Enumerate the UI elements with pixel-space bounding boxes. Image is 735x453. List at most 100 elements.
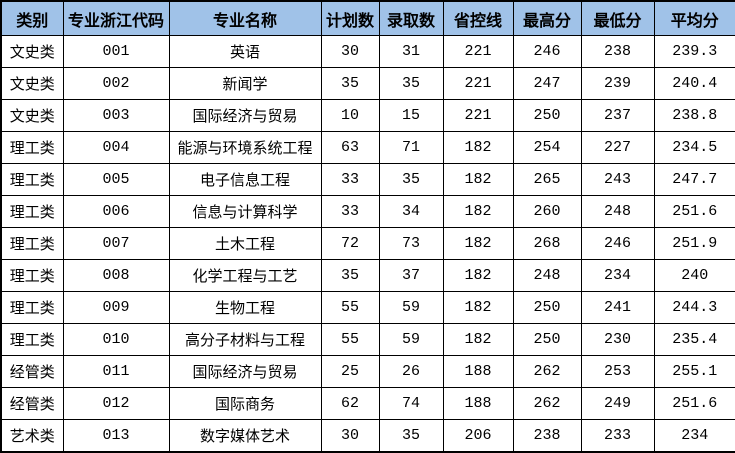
- table-cell: 244.3: [653, 291, 735, 324]
- table-cell: 34: [378, 195, 444, 228]
- table-cell: 241: [580, 291, 655, 324]
- table-cell: 经管类: [0, 387, 64, 420]
- table-cell: 55: [320, 323, 380, 356]
- table-cell: 251.6: [653, 387, 735, 420]
- table-cell: 新闻学: [168, 67, 322, 100]
- table-cell: 234.5: [653, 131, 735, 164]
- table-cell: 59: [378, 323, 444, 356]
- header-cell: 最高分: [512, 0, 582, 36]
- table-cell: 188: [442, 387, 514, 420]
- table-cell: 72: [320, 227, 380, 260]
- table-cell: 经管类: [0, 355, 64, 388]
- table-cell: 248: [580, 195, 655, 228]
- table-cell: 59: [378, 291, 444, 324]
- table-cell: 31: [378, 35, 444, 68]
- table-cell: 182: [442, 195, 514, 228]
- table-cell: 182: [442, 131, 514, 164]
- table-row: 文史类 003 国际经济与贸易 10 15 221 250 237 238.8: [0, 99, 735, 132]
- table-row: 文史类 001 英语 30 31 221 246 238 239.3: [0, 35, 735, 68]
- table-header: 类别 专业浙江代码 专业名称 计划数 录取数 省控线 最高分 最低分 平均分: [0, 0, 735, 36]
- table-cell: 251.6: [653, 195, 735, 228]
- table-cell: 010: [62, 323, 170, 356]
- table-cell: 250: [512, 291, 582, 324]
- table-cell: 国际经济与贸易: [168, 355, 322, 388]
- table-cell: 理工类: [0, 227, 64, 260]
- table-cell: 33: [320, 195, 380, 228]
- table-cell: 247.7: [653, 163, 735, 196]
- header-row: 类别 专业浙江代码 专业名称 计划数 录取数 省控线 最高分 最低分 平均分: [0, 0, 735, 36]
- table-cell: 71: [378, 131, 444, 164]
- header-cell: 录取数: [378, 0, 444, 36]
- table-cell: 生物工程: [168, 291, 322, 324]
- table-row: 理工类 005 电子信息工程 33 35 182 265 243 247.7: [0, 163, 735, 196]
- table-cell: 35: [320, 67, 380, 100]
- header-cell: 平均分: [653, 0, 735, 36]
- table-cell: 251.9: [653, 227, 735, 260]
- table-cell: 235.4: [653, 323, 735, 356]
- table-cell: 35: [320, 259, 380, 292]
- table-cell: 63: [320, 131, 380, 164]
- table-cell: 012: [62, 387, 170, 420]
- table-cell: 249: [580, 387, 655, 420]
- table-cell: 254: [512, 131, 582, 164]
- table-cell: 002: [62, 67, 170, 100]
- table-cell: 37: [378, 259, 444, 292]
- table-cell: 10: [320, 99, 380, 132]
- table-row: 经管类 011 国际经济与贸易 25 26 188 262 253 255.1: [0, 355, 735, 388]
- table-cell: 土木工程: [168, 227, 322, 260]
- header-cell: 省控线: [442, 0, 514, 36]
- table-cell: 238: [512, 419, 582, 453]
- table-cell: 理工类: [0, 131, 64, 164]
- table-cell: 30: [320, 35, 380, 68]
- table-row: 理工类 004 能源与环境系统工程 63 71 182 254 227 234.5: [0, 131, 735, 164]
- table-cell: 55: [320, 291, 380, 324]
- table-cell: 182: [442, 163, 514, 196]
- table-cell: 253: [580, 355, 655, 388]
- table-cell: 26: [378, 355, 444, 388]
- table-cell: 英语: [168, 35, 322, 68]
- table-cell: 248: [512, 259, 582, 292]
- table-cell: 文史类: [0, 35, 64, 68]
- table-cell: 005: [62, 163, 170, 196]
- table-cell: 35: [378, 67, 444, 100]
- table-row: 理工类 009 生物工程 55 59 182 250 241 244.3: [0, 291, 735, 324]
- table-cell: 246: [580, 227, 655, 260]
- table-cell: 高分子材料与工程: [168, 323, 322, 356]
- table-row: 经管类 012 国际商务 62 74 188 262 249 251.6: [0, 387, 735, 420]
- header-cell: 类别: [0, 0, 64, 36]
- header-cell: 计划数: [320, 0, 380, 36]
- table-cell: 能源与环境系统工程: [168, 131, 322, 164]
- table-cell: 006: [62, 195, 170, 228]
- table-cell: 243: [580, 163, 655, 196]
- table-cell: 62: [320, 387, 380, 420]
- table-cell: 262: [512, 355, 582, 388]
- table-cell: 电子信息工程: [168, 163, 322, 196]
- table-cell: 206: [442, 419, 514, 453]
- table-cell: 262: [512, 387, 582, 420]
- table-cell: 007: [62, 227, 170, 260]
- table-cell: 237: [580, 99, 655, 132]
- table-row: 理工类 008 化学工程与工艺 35 37 182 248 234 240: [0, 259, 735, 292]
- table-cell: 182: [442, 259, 514, 292]
- table-cell: 239: [580, 67, 655, 100]
- table-cell: 74: [378, 387, 444, 420]
- table-cell: 250: [512, 99, 582, 132]
- table-body: 文史类 001 英语 30 31 221 246 238 239.3 文史类 002 新闻学 35 35 2…: [0, 35, 735, 453]
- table-cell: 265: [512, 163, 582, 196]
- table-row: 理工类 007 土木工程 72 73 182 268 246 251.9: [0, 227, 735, 260]
- table-cell: 221: [442, 99, 514, 132]
- table-cell: 理工类: [0, 291, 64, 324]
- table-cell: 理工类: [0, 195, 64, 228]
- table-cell: 227: [580, 131, 655, 164]
- table-cell: 001: [62, 35, 170, 68]
- table-cell: 数字媒体艺术: [168, 419, 322, 453]
- table-cell: 240: [653, 259, 735, 292]
- table-cell: 003: [62, 99, 170, 132]
- table-cell: 009: [62, 291, 170, 324]
- table-cell: 182: [442, 291, 514, 324]
- table-row: 理工类 010 高分子材料与工程 55 59 182 250 230 235.4: [0, 323, 735, 356]
- table-cell: 239.3: [653, 35, 735, 68]
- table-cell: 250: [512, 323, 582, 356]
- table-cell: 理工类: [0, 323, 64, 356]
